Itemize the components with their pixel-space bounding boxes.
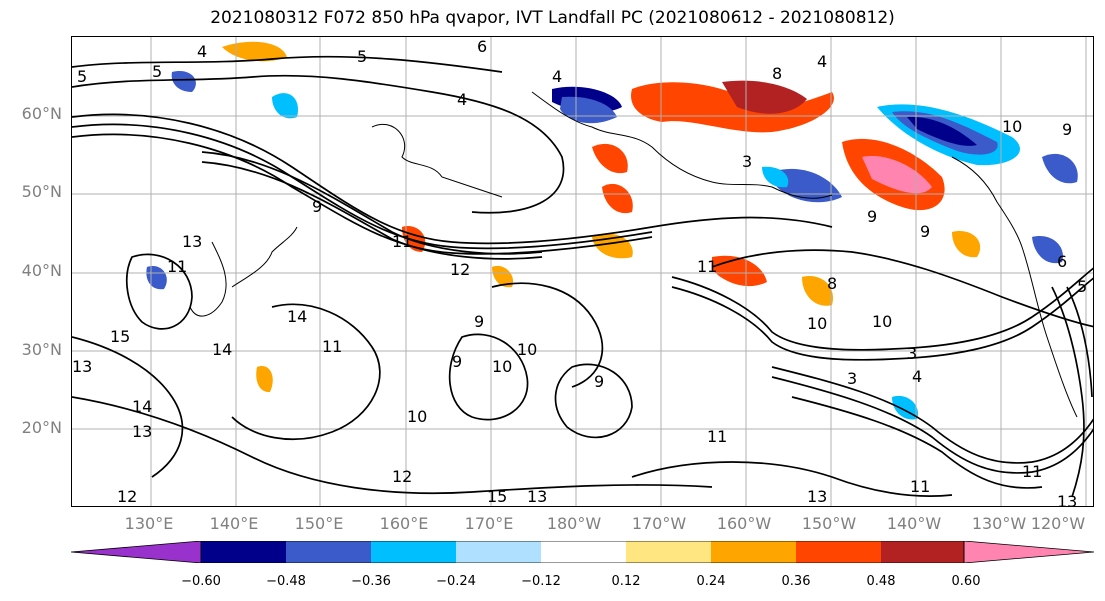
colorbar-segment [796,541,881,563]
colorbar-tick: −0.24 [436,574,476,589]
colorbar-tick: −0.48 [266,574,306,589]
contour-label: 11 [1022,462,1042,481]
contour-label: 10 [492,357,512,376]
contour-label: 9 [1062,120,1072,139]
lon-label-150e: 150°E [294,514,344,533]
contour-label: 9 [312,197,322,216]
contour-label: 13 [527,487,547,506]
contour-label: 5 [77,67,87,86]
contour-label: 14 [212,340,232,359]
contour-label: 13 [807,487,827,506]
colorbar-segment [881,541,964,563]
lon-label-160w: 160°W [716,514,772,533]
contour-label: 10 [807,314,827,333]
anomaly-shading [146,41,1078,420]
contour-label: 9 [594,372,604,391]
colorbar-segment [286,541,371,563]
lat-label-50n: 50°N [21,182,62,201]
contour-label: 15 [110,327,130,346]
colorbar-tick: −0.60 [181,574,221,589]
contour-label: 13 [72,357,92,376]
colorbar-extend-low [71,541,202,563]
colorbar-segment [541,541,626,563]
contour-label: 4 [817,52,827,71]
contour-label: 5 [1077,277,1087,296]
contour-label: 9 [474,312,484,331]
contour-label: 10 [517,340,537,359]
lon-label-170w: 170°W [631,514,687,533]
ivt-contours [72,55,1093,498]
contour-label: 11 [167,257,187,276]
contour-label: 14 [287,307,307,326]
lon-label-180w: 180°W [546,514,602,533]
lon-label-130w: 130°W [971,514,1027,533]
contour-label: 14 [132,397,152,416]
lon-label-140e: 140°E [209,514,259,533]
contour-label: 4 [457,90,467,109]
lat-label-40n: 40°N [21,261,62,280]
lat-label-30n: 30°N [21,340,62,359]
colorbar-segment [456,541,541,563]
contour-label: 11 [697,257,717,276]
lon-label-160e: 160°E [379,514,429,533]
contour-label: 12 [392,467,412,486]
colorbar-segment [371,541,456,563]
colorbar-extend-high [963,541,1094,563]
lat-label-20n: 20°N [21,418,62,437]
map-panel: 4 5 5 6 5 4 4 8 4 10 9 3 9 13 11 9 9 8 1… [71,36,1094,507]
lon-label-170e: 170°E [464,514,514,533]
contour-label: 5 [152,62,162,81]
colorbar-tick: −0.12 [521,574,561,589]
figure-title: 2021080312 F072 850 hPa qvapor, IVT Land… [210,8,895,28]
contour-label: 11 [707,427,727,446]
colorbar-tick: 0.60 [951,574,981,589]
contour-label: 12 [117,487,137,506]
contour-label: 3 [907,344,917,363]
contour-label: 11 [910,477,930,496]
contour-label: 6 [1057,252,1067,271]
contour-label: 4 [197,42,207,61]
graticule [72,37,1093,506]
contour-label: 5 [357,47,367,66]
contour-label: 11 [392,232,412,251]
contour-label: 10 [1002,117,1022,136]
lon-label-140w: 140°W [886,514,942,533]
colorbar-segment [626,541,711,563]
contour-label: 15 [487,487,507,506]
colorbar-tick: 0.36 [781,574,811,589]
contour-label: 4 [912,367,922,386]
contour-label: 3 [847,369,857,388]
contour-label: 12 [450,260,470,279]
contour-label: 8 [772,64,782,83]
contour-label: 8 [827,274,837,293]
lon-label-150w: 150°W [801,514,857,533]
lon-label-130e: 130°E [124,514,174,533]
contour-label: 13 [182,232,202,251]
map-canvas: 4 5 5 6 5 4 4 8 4 10 9 3 9 13 11 9 9 8 1… [72,37,1093,507]
contour-label: 10 [872,312,892,331]
colorbar-tick: 0.24 [696,574,726,589]
lat-label-60n: 60°N [21,104,62,123]
contour-label: 13 [132,422,152,441]
contour-labels: 4 5 5 6 5 4 4 8 4 10 9 3 9 13 11 9 9 8 1… [72,37,1087,507]
contour-label: 9 [452,352,462,371]
colorbar-tick: 0.12 [611,574,641,589]
colorbar [71,541,1094,563]
contour-label: 9 [867,207,877,226]
contour-label: 9 [920,222,930,241]
colorbar-tick: −0.36 [351,574,391,589]
colorbar-segment [201,541,286,563]
colorbar-tick: 0.48 [866,574,896,589]
contour-label: 13 [1057,492,1077,507]
contour-label: 11 [322,337,342,356]
coastlines [189,91,1078,418]
colorbar-segment [711,541,796,563]
contour-label: 4 [552,67,562,86]
contour-label: 6 [477,37,487,56]
lon-label-120w: 120°W [1030,514,1086,533]
contour-label: 3 [742,152,752,171]
contour-label: 10 [407,407,427,426]
